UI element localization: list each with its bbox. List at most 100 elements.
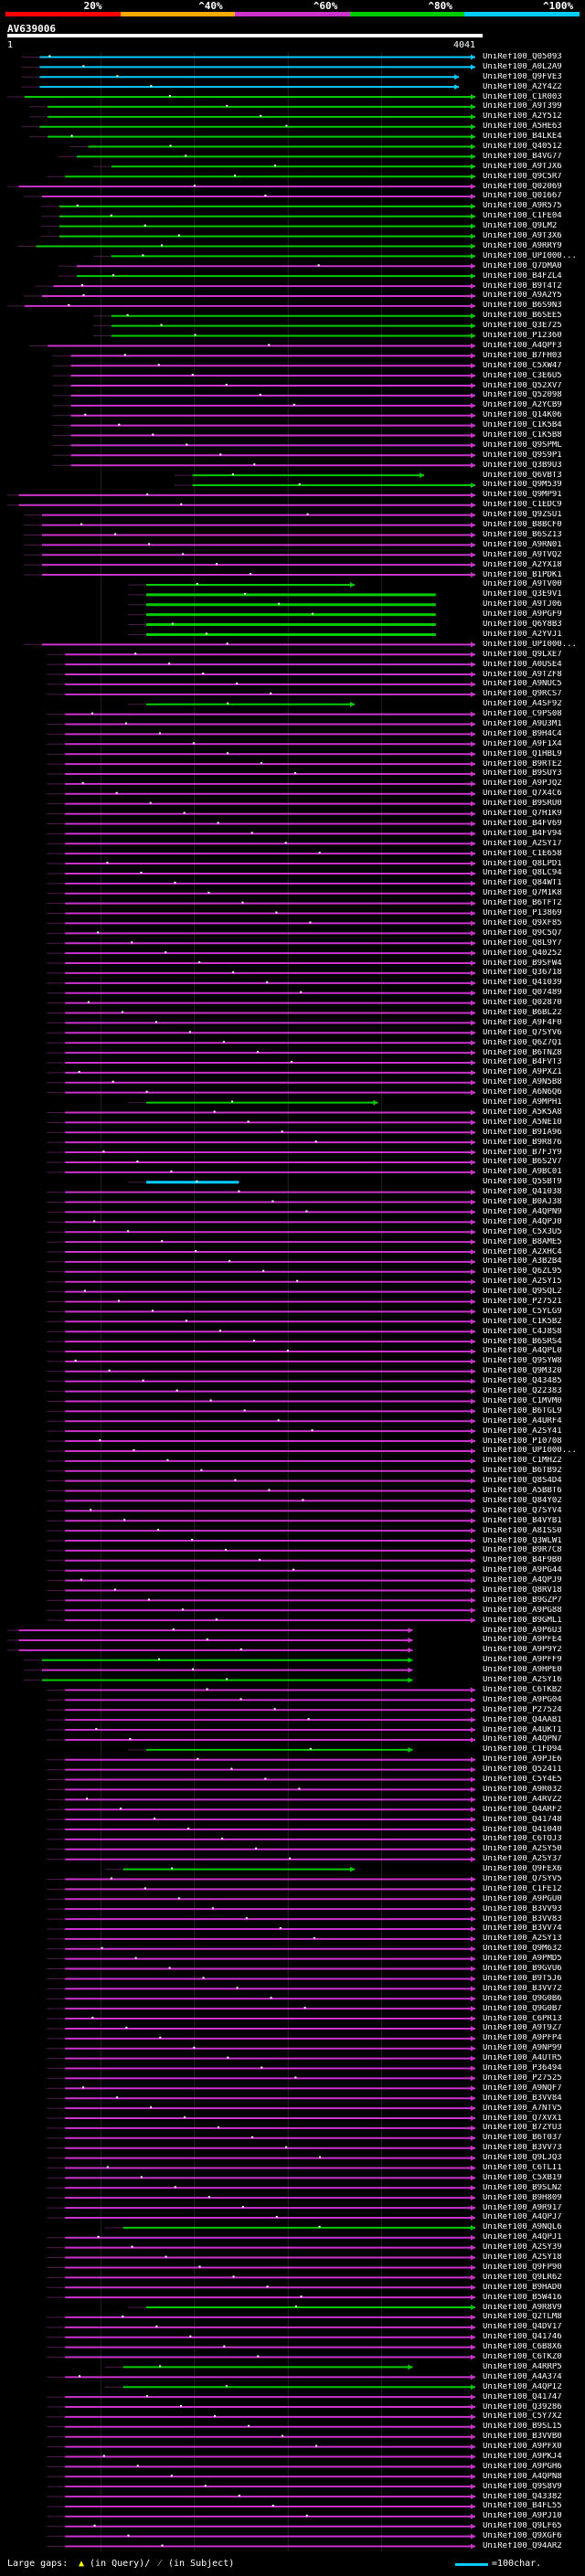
hit-id-label[interactable]: UniRef100_A0USE4 — [483, 660, 562, 669]
hit-id-label[interactable]: UniRef100_Q43485 — [483, 1377, 562, 1386]
hit-id-label[interactable]: UniRef100_A9PJE6 — [483, 1755, 562, 1765]
hit-id-label[interactable]: UniRef100_Q9LF65 — [483, 2522, 562, 2531]
hit-id-label[interactable]: UniRef100_Q9LJQ3 — [483, 2154, 562, 2163]
hit-id-label[interactable]: UniRef100_B6TB92 — [483, 1467, 562, 1476]
hit-id-label[interactable]: UniRef100_A4SF92 — [483, 700, 562, 709]
hit-id-label[interactable]: UniRef100_Q8L9Y7 — [483, 938, 562, 948]
hit-id-label[interactable]: UniRef100_B4FV94 — [483, 829, 562, 838]
hit-id-label[interactable]: UniRef100_A2XHC4 — [483, 1247, 562, 1256]
hit-id-label[interactable]: UniRef100_A9PG04 — [483, 1695, 562, 1704]
hit-id-label[interactable]: UniRef100_A9F4F0 — [483, 1018, 562, 1027]
hit-id-label[interactable]: UniRef100_Q9M632 — [483, 1945, 562, 1954]
hit-id-label[interactable]: UniRef100_C5XW47 — [483, 361, 562, 370]
hit-id-label[interactable]: UniRef100_Q7DMA0 — [483, 261, 562, 270]
hit-id-label[interactable]: UniRef100_B9GVU6 — [483, 1965, 562, 1974]
hit-id-label[interactable]: UniRef100_A9PJ10 — [483, 2512, 562, 2521]
hit-id-label[interactable]: UniRef100_B3VV73 — [483, 2144, 562, 2153]
hit-id-label[interactable]: UniRef100_Q14K06 — [483, 411, 562, 420]
hit-id-label[interactable]: UniRef100_B6SEE5 — [483, 312, 562, 321]
hit-id-label[interactable]: UniRef100_B4FV69 — [483, 819, 562, 828]
hit-id-label[interactable]: UniRef100_A9RN01 — [483, 540, 562, 549]
hit-id-label[interactable]: UniRef100_Q01667 — [483, 192, 562, 201]
hit-id-label[interactable]: UniRef100_B9H4C4 — [483, 729, 562, 738]
hit-id-label[interactable]: UniRef100_A9T3X6 — [483, 232, 562, 241]
hit-id-label[interactable]: UniRef100_A4QPN9 — [483, 1207, 562, 1216]
hit-id-label[interactable]: UniRef100_B3VV93 — [483, 1904, 562, 1913]
hit-id-label[interactable]: UniRef100_Q3E9V1 — [483, 590, 562, 599]
hit-id-label[interactable]: UniRef100_B6TGL9 — [483, 1406, 562, 1415]
hit-id-label[interactable]: UniRef100_P27525 — [483, 2073, 562, 2083]
hit-id-label[interactable]: UniRef100_B9SUY3 — [483, 769, 562, 779]
hit-id-label[interactable]: UniRef100_A9TJX6 — [483, 162, 562, 171]
hit-id-label[interactable]: UniRef100_Q3E725 — [483, 322, 562, 331]
hit-id-label[interactable]: UniRef100_A4QPF3 — [483, 341, 562, 350]
hit-id-label[interactable]: UniRef100_A5NE10 — [483, 1118, 562, 1127]
hit-id-label[interactable]: UniRef100_A7NTV5 — [483, 2104, 562, 2113]
hit-id-label[interactable]: UniRef100_C1FE12 — [483, 1884, 562, 1893]
hit-id-label[interactable]: UniRef100_Q4DV17 — [483, 2323, 562, 2332]
hit-id-label[interactable]: UniRef100_P36494 — [483, 2064, 562, 2073]
hit-id-label[interactable]: UniRef100_Q4ARF2 — [483, 1805, 562, 1814]
hit-id-label[interactable]: UniRef100_A5BBT6 — [483, 1487, 562, 1496]
hit-id-label[interactable]: UniRef100_C5YLG9 — [483, 1307, 562, 1316]
hit-id-label[interactable]: UniRef100_A2SYI5 — [483, 1277, 562, 1287]
hit-id-label[interactable]: UniRef100_C5Y4E5 — [483, 1776, 562, 1785]
hit-id-label[interactable]: UniRef100_A2YX18 — [483, 560, 562, 569]
hit-id-label[interactable]: UniRef100_A9PFF9 — [483, 1656, 562, 1665]
hit-id-label[interactable]: UniRef100_A9P9Y2 — [483, 1646, 562, 1655]
hit-id-label[interactable]: UniRef100_Q8LC94 — [483, 869, 562, 878]
hit-id-label[interactable]: UniRef100_B9HAD0 — [483, 2283, 562, 2292]
hit-id-label[interactable]: UniRef100_Q9SQL2 — [483, 1288, 562, 1297]
hit-id-label[interactable]: UniRef100_P10708 — [483, 1436, 562, 1446]
hit-id-label[interactable]: UniRef100_C6TOJ3 — [483, 1835, 562, 1844]
hit-id-label[interactable]: UniRef100_B8BCF0 — [483, 521, 562, 530]
hit-id-label[interactable]: UniRef100_A4QPJ9 — [483, 1576, 562, 1585]
hit-id-label[interactable]: UniRef100_C1K5B4 — [483, 421, 562, 430]
hit-id-label[interactable]: UniRef100_Q9G0B6 — [483, 1994, 562, 2003]
hit-id-label[interactable]: UniRef100_B6TFT2 — [483, 899, 562, 908]
hit-id-label[interactable]: UniRef100_A9RRY9 — [483, 241, 562, 250]
hit-id-label[interactable]: UniRef100_A9R575 — [483, 202, 562, 211]
hit-id-label[interactable]: UniRef100_C1MHZ2 — [483, 1457, 562, 1466]
hit-id-label[interactable]: UniRef100_A9PGH6 — [483, 2462, 562, 2471]
hit-id-label[interactable]: UniRef100_A4QPI2 — [483, 2382, 562, 2391]
hit-id-label[interactable]: UniRef100_A9NUC5 — [483, 680, 562, 689]
hit-id-label[interactable]: UniRef100_B9RTE2 — [483, 759, 562, 769]
hit-id-label[interactable]: UniRef100_B9SLN2 — [483, 2183, 562, 2192]
hit-id-label[interactable]: UniRef100_A4QPJ7 — [483, 2213, 562, 2222]
hit-id-label[interactable]: UniRef100_A9TZF8 — [483, 670, 562, 679]
hit-id-label[interactable]: UniRef100_B4FZL4 — [483, 271, 562, 281]
hit-id-label[interactable]: UniRef100_Q9SYW8 — [483, 1357, 562, 1366]
hit-id-label[interactable]: UniRef100_P13869 — [483, 909, 562, 918]
hit-id-label[interactable]: UniRef100_B9SFW4 — [483, 959, 562, 968]
hit-id-label[interactable]: UniRef100_A9U3M1 — [483, 720, 562, 728]
hit-id-label[interactable]: UniRef100_A4QPJ0 — [483, 1217, 562, 1226]
hit-id-label[interactable]: UniRef100_A4UTR5 — [483, 2054, 562, 2063]
hit-id-label[interactable]: UniRef100_A2SY37 — [483, 1855, 562, 1864]
hit-id-label[interactable]: UniRef100_Q41747 — [483, 2392, 562, 2401]
hit-id-label[interactable]: UniRef100_Q02870 — [483, 999, 562, 1008]
hit-id-label[interactable]: UniRef100_A4RRP5 — [483, 2362, 562, 2371]
hit-id-label[interactable]: UniRef100_A2SY18 — [483, 2253, 562, 2263]
hit-id-label[interactable]: UniRef100_A2SY50 — [483, 1845, 562, 1854]
hit-id-label[interactable]: UniRef100_B9T4T2 — [483, 281, 562, 291]
hit-id-label[interactable]: UniRef100_Q8RV18 — [483, 1585, 562, 1595]
hit-id-label[interactable]: UniRef100_A9TVQ2 — [483, 550, 562, 559]
hit-id-label[interactable]: UniRef100_C4J8S8 — [483, 1327, 562, 1336]
hit-id-label[interactable]: UniRef100_C6B8X6 — [483, 2343, 562, 2352]
hit-id-label[interactable]: UniRef100_B4FL55 — [483, 2502, 562, 2511]
hit-id-label[interactable]: UniRef100_A9PG44 — [483, 1566, 562, 1575]
hit-id-label[interactable]: UniRef100_A4QPJ1 — [483, 2233, 562, 2242]
hit-id-label[interactable]: UniRef100_A9PKJ4 — [483, 2452, 562, 2461]
hit-id-label[interactable]: UniRef100_C6PR13 — [483, 2014, 562, 2023]
hit-id-label[interactable]: UniRef100_A9T9Z7 — [483, 2024, 562, 2033]
hit-id-label[interactable]: UniRef100_B9R876 — [483, 1138, 562, 1147]
hit-id-label[interactable]: UniRef100_A3B2B4 — [483, 1257, 562, 1267]
hit-id-label[interactable]: UniRef100_A9NP99 — [483, 2044, 562, 2053]
hit-id-label[interactable]: UniRef100_C1FD94 — [483, 1745, 562, 1754]
hit-id-label[interactable]: UniRef100_B4FVT3 — [483, 1058, 562, 1067]
hit-id-label[interactable]: UniRef100_B7FJY9 — [483, 1148, 562, 1157]
hit-id-label[interactable]: UniRef100_A9N5B8 — [483, 1078, 562, 1087]
hit-id-label[interactable]: UniRef100_Q52XV7 — [483, 381, 562, 390]
hit-id-label[interactable]: UniRef100_B6S2V7 — [483, 1158, 562, 1167]
